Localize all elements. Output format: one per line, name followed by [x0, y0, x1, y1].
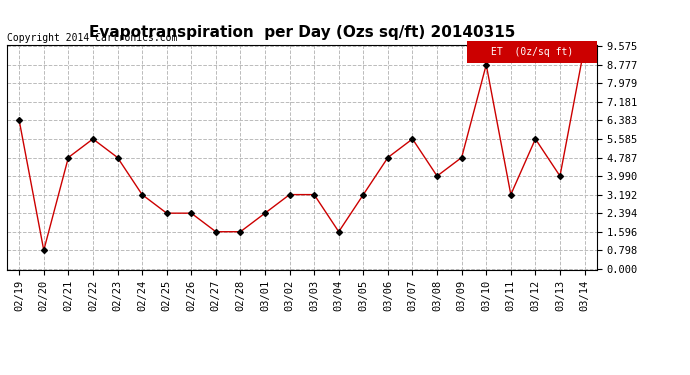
Text: Copyright 2014 Cartronics.com: Copyright 2014 Cartronics.com: [7, 33, 177, 43]
Title: Evapotranspiration  per Day (Ozs sq/ft) 20140315: Evapotranspiration per Day (Ozs sq/ft) 2…: [89, 25, 515, 40]
